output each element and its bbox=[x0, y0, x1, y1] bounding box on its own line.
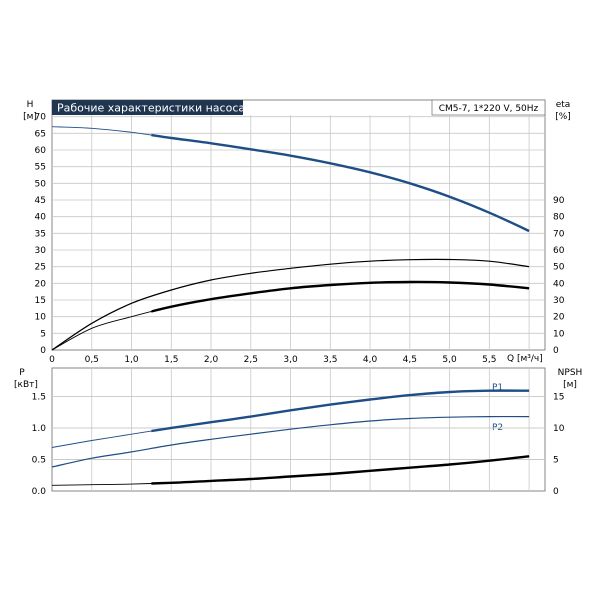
x-tick-label: 3,0 bbox=[283, 355, 298, 365]
left-tick-label: 1.0 bbox=[32, 424, 47, 434]
p-axis-unit: [кВт] bbox=[14, 380, 38, 390]
x-tick-label: 5,5 bbox=[482, 355, 496, 365]
h-axis-label: H bbox=[27, 100, 34, 110]
q-axis-label: Q [м³/ч] bbox=[507, 354, 543, 364]
eta-axis-unit: [%] bbox=[555, 112, 571, 122]
x-tick-label: 5,0 bbox=[442, 355, 457, 365]
left-tick-label: 5 bbox=[40, 329, 46, 339]
left-tick-label: 30 bbox=[35, 246, 47, 256]
x-tick-label: 2,5 bbox=[244, 355, 258, 365]
left-tick-label: 25 bbox=[35, 263, 46, 273]
left-tick-label: 10 bbox=[35, 313, 47, 323]
left-tick-label: 50 bbox=[35, 179, 47, 189]
x-tick-label: 3,5 bbox=[323, 355, 337, 365]
right-tick-label: 50 bbox=[553, 263, 565, 273]
bottom-panel-frame bbox=[51, 367, 546, 492]
right-tick-label: 70 bbox=[553, 229, 565, 239]
x-tick-label: 2,0 bbox=[204, 355, 219, 365]
right-tick-label: 10 bbox=[553, 329, 565, 339]
series-line-bold-1-0 bbox=[151, 389, 530, 433]
x-tick-label: 0 bbox=[49, 355, 55, 365]
left-tick-label: 20 bbox=[35, 279, 47, 289]
left-tick-label: 0.5 bbox=[32, 455, 46, 465]
left-tick-label: 40 bbox=[35, 213, 47, 223]
x-tick-label: 1,5 bbox=[164, 355, 178, 365]
series-line-1-1 bbox=[51, 415, 530, 468]
right-tick-label: 30 bbox=[553, 296, 565, 306]
x-tick-label: 1,0 bbox=[124, 355, 139, 365]
top-panel-frame bbox=[51, 99, 546, 351]
left-tick-label: 65 bbox=[35, 129, 46, 139]
left-tick-label: 70 bbox=[35, 113, 47, 123]
title-bar bbox=[52, 100, 243, 115]
right-tick-label: 40 bbox=[553, 279, 565, 289]
grid-layer bbox=[52, 115, 545, 491]
right-tick-label: 10 bbox=[553, 424, 565, 434]
right-tick-label: 80 bbox=[553, 213, 565, 223]
npsh-axis-unit: [м] bbox=[563, 380, 577, 390]
series-line-bold-0-0 bbox=[151, 133, 530, 233]
right-tick-label: 0 bbox=[553, 346, 559, 356]
left-tick-label: 60 bbox=[35, 146, 47, 156]
left-tick-label: 15 bbox=[35, 296, 46, 306]
series-line-bold-1-2 bbox=[151, 455, 530, 485]
right-tick-label: 90 bbox=[553, 196, 565, 206]
curve-layer bbox=[51, 126, 530, 486]
series-line-bold-0-2 bbox=[151, 280, 530, 313]
right-tick-label: 15 bbox=[553, 392, 564, 402]
series-label-p1: P1 bbox=[492, 383, 503, 393]
tick-layer: 0 0,5 1,0 1,5 2,0 2,5 3,0 3,5 4,0 4,5 5,0 5,5 0 5 10 15… bbox=[32, 113, 565, 497]
series-line-0-1 bbox=[51, 258, 530, 351]
left-tick-label: 1.5 bbox=[32, 392, 46, 402]
right-tick-label: 5 bbox=[553, 455, 559, 465]
left-tick-label: 0 bbox=[40, 346, 46, 356]
x-tick-label: 4,5 bbox=[403, 355, 417, 365]
pump-info: CM5-7, 1*220 V, 50Hz bbox=[439, 104, 539, 114]
left-tick-label: 35 bbox=[35, 229, 46, 239]
left-tick-label: 55 bbox=[35, 163, 46, 173]
left-tick-label: 0.0 bbox=[32, 487, 47, 497]
chart-title: Рабочие характеристики насоса bbox=[57, 102, 245, 115]
x-tick-label: 0,5 bbox=[85, 355, 99, 365]
h-axis-unit: [м] bbox=[23, 112, 37, 122]
right-tick-label: 60 bbox=[553, 246, 565, 256]
eta-axis-label: eta bbox=[556, 100, 571, 110]
pump-info-box bbox=[431, 99, 546, 116]
npsh-axis-label: NPSH bbox=[558, 368, 583, 378]
right-tick-label: 20 bbox=[553, 313, 565, 323]
right-tick-label: 0 bbox=[553, 487, 559, 497]
left-tick-label: 45 bbox=[35, 196, 46, 206]
x-tick-label: 4,0 bbox=[363, 355, 378, 365]
p-axis-label: P bbox=[19, 368, 25, 378]
